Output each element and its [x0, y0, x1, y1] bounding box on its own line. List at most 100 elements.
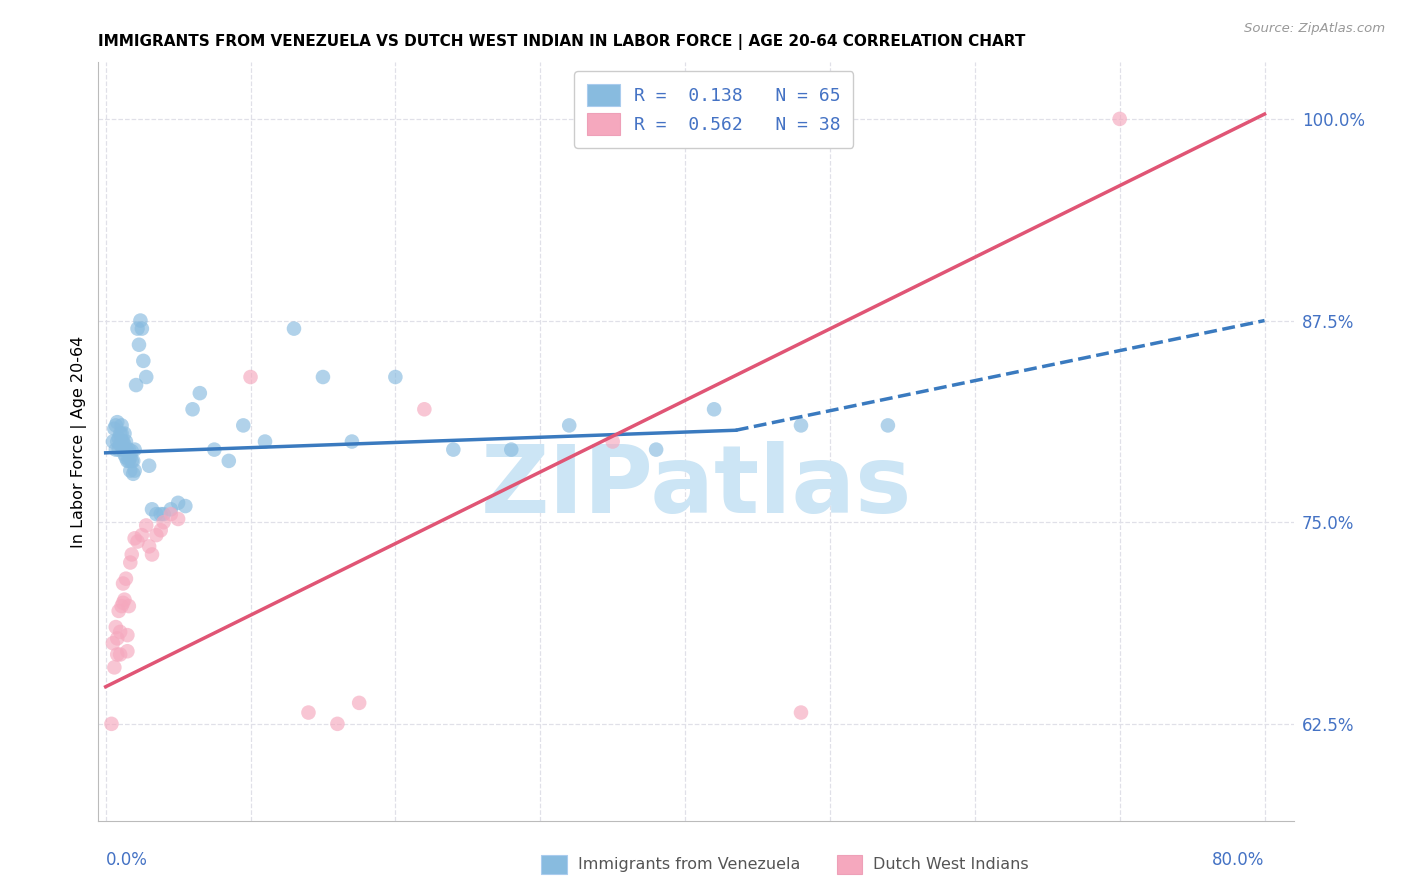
Point [138, 540, 160, 554]
Point [202, 442, 225, 457]
Point [232, 418, 254, 433]
Point [114, 592, 136, 607]
Point [297, 706, 319, 720]
Point [253, 434, 276, 449]
Point [131, 528, 153, 542]
Point [122, 454, 145, 468]
Point [326, 716, 349, 731]
Point [115, 434, 138, 449]
Point [105, 434, 128, 449]
Point [108, 648, 131, 662]
Point [160, 507, 183, 521]
Point [107, 431, 129, 445]
Text: IMMIGRANTS FROM VENEZUELA VS DUTCH WEST INDIAN IN LABOR FORCE | AGE 20-64 CORREL: IMMIGRANTS FROM VENEZUELA VS DUTCH WEST … [98, 34, 1026, 50]
Point [501, 442, 523, 457]
Point [127, 321, 149, 335]
Point [312, 370, 335, 384]
Point [104, 442, 127, 457]
Point [117, 628, 139, 642]
Point [108, 438, 131, 452]
Point [117, 444, 139, 458]
Point [112, 596, 135, 610]
Point [100, 716, 122, 731]
Point [117, 644, 139, 658]
Text: Source: ZipAtlas.com: Source: ZipAtlas.com [1244, 22, 1385, 36]
Point [121, 444, 143, 458]
Point [105, 648, 128, 662]
Point [602, 434, 624, 449]
Point [114, 438, 136, 452]
Point [112, 434, 135, 449]
Point [145, 528, 167, 542]
Point [167, 512, 190, 526]
Point [125, 378, 148, 392]
Point [118, 454, 141, 468]
Point [104, 620, 127, 634]
Point [107, 604, 129, 618]
Point [103, 422, 125, 436]
Y-axis label: In Labor Force | Age 20-64: In Labor Force | Age 20-64 [72, 335, 87, 548]
Point [441, 442, 464, 457]
Point [127, 534, 149, 549]
Point [790, 418, 813, 433]
Point [152, 515, 174, 529]
Point [645, 442, 668, 457]
Point [110, 434, 132, 449]
Point [132, 354, 155, 368]
Point [181, 402, 204, 417]
Point [124, 532, 146, 546]
Point [105, 632, 128, 646]
Text: 80.0%: 80.0% [1212, 851, 1264, 869]
Point [105, 415, 128, 429]
Point [104, 418, 127, 433]
Point [117, 454, 139, 468]
Point [115, 450, 138, 465]
Point [110, 418, 132, 433]
Text: 0.0%: 0.0% [105, 851, 148, 869]
Point [122, 467, 145, 481]
Point [118, 442, 141, 457]
Point [1108, 112, 1130, 126]
Point [128, 337, 150, 351]
Point [120, 450, 142, 465]
Point [112, 576, 135, 591]
Point [114, 447, 136, 461]
Point [121, 454, 143, 468]
Point [124, 464, 146, 478]
Point [135, 518, 157, 533]
Point [120, 464, 142, 478]
Point [120, 556, 142, 570]
Text: Immigrants from Venezuela: Immigrants from Venezuela [578, 857, 800, 871]
Point [160, 502, 183, 516]
Point [129, 313, 152, 327]
Point [384, 370, 406, 384]
Point [558, 418, 581, 433]
Point [110, 426, 132, 441]
Point [118, 599, 141, 613]
Point [124, 442, 146, 457]
Point [167, 496, 190, 510]
Point [101, 636, 124, 650]
Point [188, 386, 211, 401]
Point [108, 426, 131, 441]
Point [110, 599, 132, 613]
Point [877, 418, 900, 433]
Legend: R =  0.138   N = 65, R =  0.562   N = 38: R = 0.138 N = 65, R = 0.562 N = 38 [575, 71, 853, 148]
Point [115, 572, 138, 586]
Point [141, 502, 163, 516]
Point [218, 454, 240, 468]
Point [138, 458, 160, 473]
Point [152, 507, 174, 521]
Point [103, 660, 125, 674]
Point [790, 706, 813, 720]
Point [174, 499, 197, 513]
Point [145, 507, 167, 521]
Point [131, 321, 153, 335]
Point [135, 370, 157, 384]
Point [239, 370, 262, 384]
Point [149, 507, 172, 521]
Point [114, 426, 136, 441]
Point [703, 402, 725, 417]
Point [108, 624, 131, 639]
Point [141, 548, 163, 562]
